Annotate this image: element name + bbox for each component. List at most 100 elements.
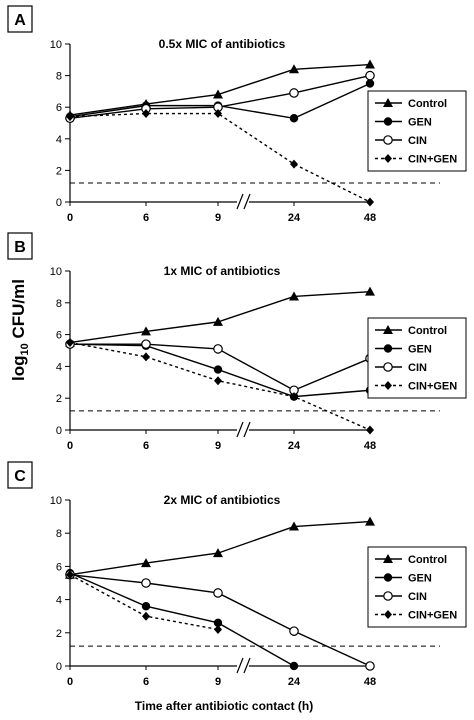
- y-axis-title-subscript: 10: [19, 343, 31, 355]
- panel-letter: B: [14, 239, 26, 256]
- legend-box: [367, 546, 467, 628]
- legend-label: GEN: [408, 344, 432, 356]
- x-tick-label: 6: [143, 676, 149, 688]
- x-tick-label: 6: [143, 440, 149, 452]
- data-point-cin-gen: [66, 112, 74, 122]
- legend-box: [367, 317, 467, 399]
- y-tick-label: 2: [56, 165, 62, 177]
- y-axis-title-tail: CFU/ml: [9, 279, 28, 343]
- data-point-cin-gen: [366, 197, 374, 207]
- x-axis-title: Time after antibiotic contact (h): [135, 699, 313, 713]
- data-point-gen: [289, 661, 299, 671]
- chart-legend: Control GEN CIN CIN+GEN: [367, 90, 467, 172]
- data-point-cin-gen: [142, 352, 150, 362]
- x-tick-label: 9: [215, 440, 221, 452]
- axis-break-mark: [243, 421, 251, 438]
- chart-legend: Control GEN CIN CIN+GEN: [367, 546, 467, 628]
- data-point-cin-gen: [290, 159, 298, 169]
- x-tick-label: 0: [67, 676, 73, 688]
- axis-break-mark: [236, 193, 244, 210]
- legend-swatch-marker: [384, 610, 392, 619]
- data-point-cin-gen: [214, 376, 222, 386]
- data-point-gen: [213, 618, 223, 628]
- y-tick-label: 8: [56, 528, 62, 540]
- y-tick-label: 8: [56, 71, 62, 83]
- y-tick-label: 10: [50, 39, 62, 51]
- data-point-control: [365, 59, 375, 69]
- axis-break-mark: [236, 421, 244, 438]
- data-point-control: [365, 286, 375, 296]
- y-tick-label: 0: [56, 661, 62, 673]
- legend-swatch-marker: [383, 135, 393, 145]
- legend-swatch-marker: [383, 573, 393, 582]
- data-point-control: [365, 516, 375, 526]
- data-point-cin: [213, 588, 223, 598]
- x-tick-label: 9: [215, 212, 221, 224]
- legend-box: [367, 90, 467, 172]
- chart-legend: Control GEN CIN CIN+GEN: [367, 317, 467, 399]
- y-tick-label: 6: [56, 330, 62, 342]
- panel-letter-box: [7, 461, 33, 489]
- legend-swatch-marker: [383, 344, 393, 353]
- y-tick-label: 4: [56, 595, 62, 607]
- axis-break-mark: [243, 193, 251, 210]
- legend-label: Control: [408, 98, 447, 110]
- legend-swatch-marker: [384, 381, 392, 390]
- data-point-cin-gen: [214, 109, 222, 119]
- series-line-gen: [69, 572, 295, 667]
- x-tick-label: 48: [364, 440, 376, 452]
- legend-swatch-marker: [383, 117, 393, 126]
- y-axis-title: log10 CFU/ml: [9, 279, 31, 381]
- x-tick-label: 0: [67, 440, 73, 452]
- y-tick-label: 6: [56, 561, 62, 573]
- y-tick-label: 6: [56, 102, 62, 114]
- legend-label: Control: [408, 325, 447, 337]
- axis-break-gap: [237, 658, 249, 674]
- legend-label: CIN+GEN: [408, 381, 457, 393]
- axis-break-mark: [236, 657, 244, 674]
- y-tick-label: 8: [56, 298, 62, 310]
- data-point-control: [289, 521, 299, 531]
- data-point-cin-gen: [142, 109, 150, 119]
- data-point-cin-gen: [66, 570, 74, 580]
- panel-letter: A: [14, 12, 26, 29]
- axis-break-mark: [243, 657, 251, 674]
- y-tick-label: 2: [56, 628, 62, 640]
- series-line-control: [69, 290, 371, 344]
- data-point-cin: [365, 70, 375, 81]
- data-point-cin-gen: [142, 611, 150, 621]
- panel-letter-box: [7, 232, 33, 260]
- legend-label: CIN: [408, 591, 427, 603]
- legend-label: GEN: [408, 573, 432, 585]
- data-point-control: [213, 548, 223, 558]
- legend-swatch-marker: [383, 362, 393, 372]
- data-point-control: [213, 316, 223, 326]
- chart-title: 1x MIC of antibiotics: [164, 264, 281, 278]
- data-point-gen: [213, 365, 223, 374]
- data-point-cin-gen: [290, 392, 298, 402]
- x-tick-label: 48: [364, 212, 376, 224]
- legend-label: GEN: [408, 117, 432, 129]
- y-tick-label: 4: [56, 134, 62, 146]
- series-line-control: [69, 520, 371, 576]
- data-point-cin: [365, 661, 375, 671]
- data-point-cin-gen: [66, 338, 74, 348]
- x-tick-label: 6: [143, 212, 149, 224]
- y-tick-label: 2: [56, 393, 62, 405]
- data-point-cin-gen: [214, 624, 222, 634]
- data-point-gen: [141, 602, 151, 611]
- data-point-cin-gen: [366, 425, 374, 435]
- axis-break-gap: [237, 422, 249, 438]
- legend-label: CIN+GEN: [408, 154, 457, 166]
- x-tick-label: 24: [288, 212, 301, 224]
- legend-label: CIN: [408, 362, 427, 374]
- data-point-cin: [289, 88, 299, 98]
- data-point-control: [289, 64, 299, 74]
- legend-label: CIN: [408, 135, 427, 147]
- data-point-control: [141, 558, 151, 568]
- y-tick-label: 0: [56, 425, 62, 437]
- series-line-cin-gen: [69, 112, 371, 203]
- x-tick-label: 24: [288, 440, 301, 452]
- y-tick-label: 4: [56, 361, 62, 373]
